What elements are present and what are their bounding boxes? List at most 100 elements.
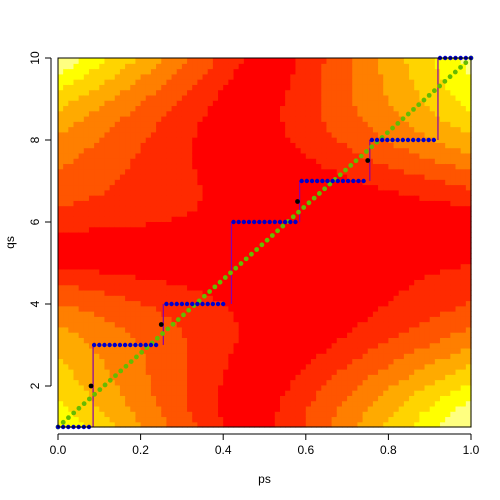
- heatmap-cell: [109, 58, 116, 64]
- heatmap-cell: [352, 137, 359, 143]
- heatmap-cell: [285, 205, 291, 212]
- heatmap-cell: [140, 300, 147, 307]
- heatmap-cell: [223, 147, 229, 154]
- heatmap-cell: [398, 421, 405, 428]
- heatmap-cell: [73, 390, 80, 396]
- heatmap-cell: [135, 347, 142, 354]
- heatmap-cell: [300, 247, 307, 254]
- heatmap-cell: [378, 305, 384, 312]
- heatmap-cell: [300, 289, 307, 296]
- heatmap-cell: [383, 390, 389, 396]
- heatmap-cell: [73, 395, 80, 402]
- heatmap-cell: [336, 168, 343, 175]
- heatmap-cell: [99, 205, 106, 212]
- heatmap-cell: [171, 115, 178, 122]
- heatmap-cell: [197, 126, 204, 133]
- heatmap-cell: [212, 221, 219, 228]
- heatmap-cell: [398, 163, 405, 170]
- heatmap-cell: [135, 363, 142, 370]
- heatmap-cell: [63, 152, 69, 159]
- heatmap-cell: [207, 94, 214, 101]
- heatmap-cell: [130, 247, 137, 254]
- heatmap-cell: [254, 237, 260, 244]
- heatmap-cell: [171, 121, 178, 128]
- heatmap-cell: [264, 142, 271, 149]
- heatmap-cell: [145, 89, 152, 96]
- heatmap-cell: [233, 316, 240, 323]
- heatmap-cell: [341, 268, 348, 275]
- heatmap-cell: [109, 205, 116, 212]
- heatmap-cell: [269, 152, 276, 159]
- heatmap-cell: [135, 274, 142, 280]
- heatmap-cell: [238, 121, 245, 128]
- heatmap-cell: [125, 311, 131, 317]
- heatmap-cell: [192, 131, 198, 138]
- heatmap-cell: [78, 411, 85, 418]
- heatmap-cell: [192, 152, 198, 159]
- heatmap-cell: [78, 179, 85, 186]
- heatmap-cell: [68, 395, 75, 402]
- heatmap-cell: [125, 58, 131, 64]
- heatmap-cell: [218, 131, 224, 138]
- heatmap-cell: [316, 221, 322, 228]
- heatmap-cell: [156, 342, 162, 349]
- heatmap-cell: [305, 379, 312, 386]
- heatmap-cell: [207, 110, 214, 117]
- heatmap-cell: [119, 247, 126, 254]
- heatmap-cell: [68, 216, 75, 223]
- heatmap-cell: [279, 305, 286, 312]
- heatmap-cell: [259, 390, 266, 396]
- heatmap-cell: [326, 379, 333, 386]
- heatmap-cell: [212, 94, 219, 101]
- heatmap-cell: [212, 258, 219, 265]
- heatmap-cell: [238, 311, 245, 317]
- heatmap-cell: [403, 216, 410, 223]
- heatmap-cell: [264, 200, 271, 207]
- heatmap-cell: [78, 263, 85, 270]
- heatmap-cell: [187, 168, 193, 175]
- heatmap-cell: [140, 221, 147, 228]
- heatmap-cell: [223, 121, 229, 128]
- heatmap-cell: [228, 58, 235, 64]
- heatmap-cell: [176, 189, 183, 196]
- heatmap-cell: [83, 374, 90, 381]
- heatmap-cell: [331, 353, 338, 360]
- heatmap-cell: [223, 79, 229, 85]
- heatmap-cell: [78, 210, 85, 217]
- heatmap-cell: [347, 205, 353, 212]
- heatmap-cell: [393, 384, 400, 391]
- heatmap-cell: [197, 173, 204, 180]
- heatmap-cell: [388, 94, 395, 101]
- heatmap-cell: [403, 300, 410, 307]
- heatmap-cell: [362, 79, 369, 85]
- heatmap-cell: [94, 342, 100, 349]
- heatmap-cell: [243, 326, 250, 333]
- heatmap-cell: [207, 126, 214, 133]
- heatmap-cell: [187, 189, 193, 196]
- heatmap-cell: [171, 100, 178, 107]
- heatmap-cell: [321, 395, 328, 402]
- heatmap-cell: [114, 142, 121, 149]
- heatmap-cell: [207, 300, 214, 307]
- heatmap-cell: [326, 279, 333, 286]
- heatmap-cell: [78, 274, 85, 280]
- heatmap-cell: [419, 279, 426, 286]
- heatmap-cell: [161, 416, 168, 423]
- heatmap-cell: [403, 84, 410, 91]
- heatmap-cell: [409, 152, 415, 159]
- heatmap-cell: [99, 253, 106, 259]
- heatmap-cell: [383, 226, 389, 233]
- heatmap-cell: [352, 63, 359, 70]
- heatmap-cell: [403, 321, 410, 328]
- heatmap-cell: [243, 416, 250, 423]
- heatmap-cell: [393, 184, 400, 191]
- heatmap-cell: [130, 411, 137, 418]
- heatmap-cell: [259, 284, 266, 291]
- heatmap-cell: [336, 110, 343, 117]
- heatmap-cell: [156, 68, 162, 75]
- heatmap-cell: [99, 247, 106, 254]
- heatmap-cell: [228, 195, 235, 201]
- heatmap-cell: [388, 84, 395, 91]
- heatmap-cell: [176, 231, 183, 238]
- heatmap-cell: [362, 195, 369, 201]
